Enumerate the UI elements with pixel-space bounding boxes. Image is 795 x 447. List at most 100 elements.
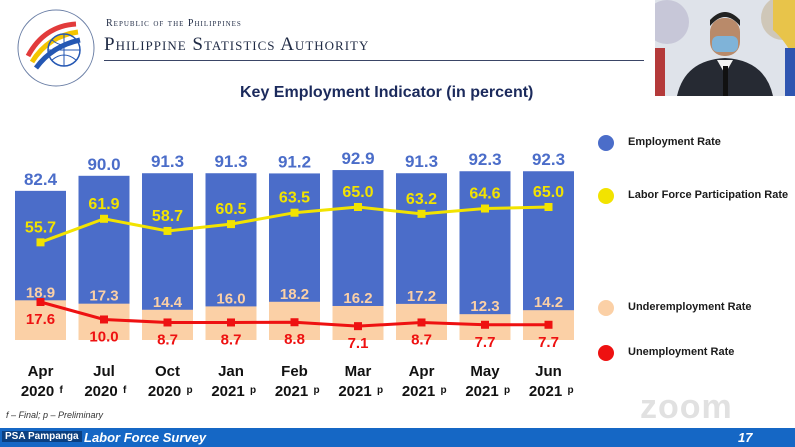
lfpr-label: 58.7: [152, 208, 183, 225]
employment-label: 92.3: [532, 150, 565, 169]
category-year-label: 2021: [529, 383, 562, 400]
lfpr-label: 61.9: [88, 196, 119, 213]
category-year-label: 2020: [84, 383, 117, 400]
chart-plot: 82.4 55.7 18.9 17.6 90.0 61.9 17.3 10.0 91.3 58.7…: [15, 149, 574, 400]
underemployment-label: 18.2: [280, 286, 309, 303]
unemployment-point: [544, 320, 553, 329]
unemployment-label: 7.7: [475, 334, 496, 351]
header: Republic of the Philippines Philippine S…: [0, 0, 650, 87]
employment-label: 92.3: [468, 150, 501, 169]
category-month-label: Mar: [345, 363, 372, 380]
unemployment-label: 7.1: [348, 335, 369, 352]
footnote: f – Final; p – Preliminary: [6, 410, 104, 420]
legend-item: Unemployment Rate: [598, 345, 793, 361]
lfpr-label: 55.7: [25, 219, 56, 236]
unemployment-label: 8.7: [221, 331, 242, 348]
org-title: Philippine Statistics Authority: [104, 34, 370, 55]
category-year-label: 2021: [402, 383, 435, 400]
lfpr-label: 63.5: [279, 190, 310, 207]
category-year-label: 2021: [211, 383, 244, 400]
legend-swatch: [598, 345, 614, 361]
lfpr-label: 63.2: [406, 191, 437, 208]
unemployment-label: 8.7: [157, 331, 178, 348]
lfpr-point: [290, 208, 299, 217]
category-month-label: Apr: [28, 363, 54, 380]
underemployment-label: 17.2: [407, 288, 436, 305]
category-flag-label: p: [377, 385, 383, 396]
presenter-image: [655, 0, 795, 96]
unemployment-point: [354, 322, 362, 331]
category-year-label: 2021: [338, 383, 371, 400]
legend-swatch: [598, 188, 614, 204]
unemployment-label: 8.7: [411, 331, 432, 348]
page-number: 17: [738, 430, 753, 445]
category-month-label: Jul: [93, 363, 115, 380]
category-month-label: Jun: [535, 363, 562, 380]
lfpr-label: 64.6: [469, 186, 500, 203]
header-divider: [104, 60, 644, 61]
legend-item: Underemployment Rate: [598, 300, 793, 316]
category-flag-label: p: [187, 385, 193, 396]
lfpr-point: [163, 226, 172, 235]
legend-item: Labor Force Participation Rate: [598, 188, 793, 204]
underemployment-label: 12.3: [470, 298, 499, 315]
legend-label: Unemployment Rate: [628, 346, 735, 358]
underemployment-label: 18.9: [26, 284, 55, 301]
underemployment-label: 17.3: [89, 288, 118, 305]
legend-item: Employment Rate: [598, 135, 793, 151]
lfpr-point: [544, 203, 553, 211]
unemployment-label: 8.8: [284, 331, 305, 348]
category-month-label: May: [470, 363, 500, 380]
category-flag-label: p: [314, 385, 320, 396]
employment-label: 91.3: [151, 152, 184, 171]
underemployment-label: 14.2: [534, 294, 563, 311]
unemployment-label: 10.0: [89, 328, 118, 345]
footer-bar: [0, 428, 795, 447]
unemployment-point: [100, 315, 108, 324]
unemployment-point: [481, 320, 489, 329]
underemployment-label: 16.2: [343, 290, 372, 307]
underemployment-label: 16.0: [216, 290, 245, 307]
legend-swatch: [598, 135, 614, 151]
category-year-label: 2020: [148, 383, 181, 400]
unemployment-label: 17.6: [26, 311, 55, 328]
legend-label: Underemployment Rate: [628, 301, 752, 313]
employment-label: 91.2: [278, 152, 311, 171]
org-subtitle: Republic of the Philippines: [106, 18, 242, 29]
unemployment-label: 7.7: [538, 334, 559, 351]
unemployment-point: [417, 318, 426, 327]
category-year-label: 2021: [275, 383, 308, 400]
lfpr-point: [354, 203, 362, 211]
unemployment-point: [163, 318, 172, 327]
category-year-label: 2021: [465, 383, 498, 400]
employment-label: 91.3: [214, 152, 247, 171]
lfpr-point: [36, 238, 45, 247]
footer-source-label: PSA Pampanga: [2, 431, 82, 442]
employment-label: 91.3: [405, 152, 438, 171]
category-month-label: Jan: [218, 363, 244, 380]
unemployment-point: [290, 318, 299, 327]
category-flag-label: p: [568, 385, 574, 396]
category-flag-label: p: [441, 385, 447, 396]
category-flag-label: p: [504, 385, 510, 396]
lfpr-label: 65.0: [342, 184, 373, 201]
unemployment-point: [227, 318, 235, 327]
lfpr-point: [481, 204, 489, 213]
lfpr-point: [227, 220, 235, 229]
legend-label: Employment Rate: [628, 136, 721, 148]
employment-label: 92.9: [341, 149, 374, 168]
employment-bar: [459, 171, 511, 340]
category-year-label: 2020: [21, 383, 54, 400]
category-month-label: Feb: [281, 363, 308, 380]
category-flag-label: f: [60, 385, 64, 396]
presenter-video: [655, 0, 795, 96]
employment-label: 90.0: [87, 155, 120, 174]
legend-swatch: [598, 300, 614, 316]
category-month-label: Apr: [409, 363, 435, 380]
psa-logo: [17, 9, 95, 87]
lfpr-label: 65.0: [533, 184, 564, 201]
zoom-watermark: zoom: [640, 388, 733, 426]
legend-label: Labor Force Participation Rate: [628, 189, 789, 201]
footer-title: Labor Force Survey: [84, 430, 207, 445]
lfpr-point: [417, 209, 426, 218]
